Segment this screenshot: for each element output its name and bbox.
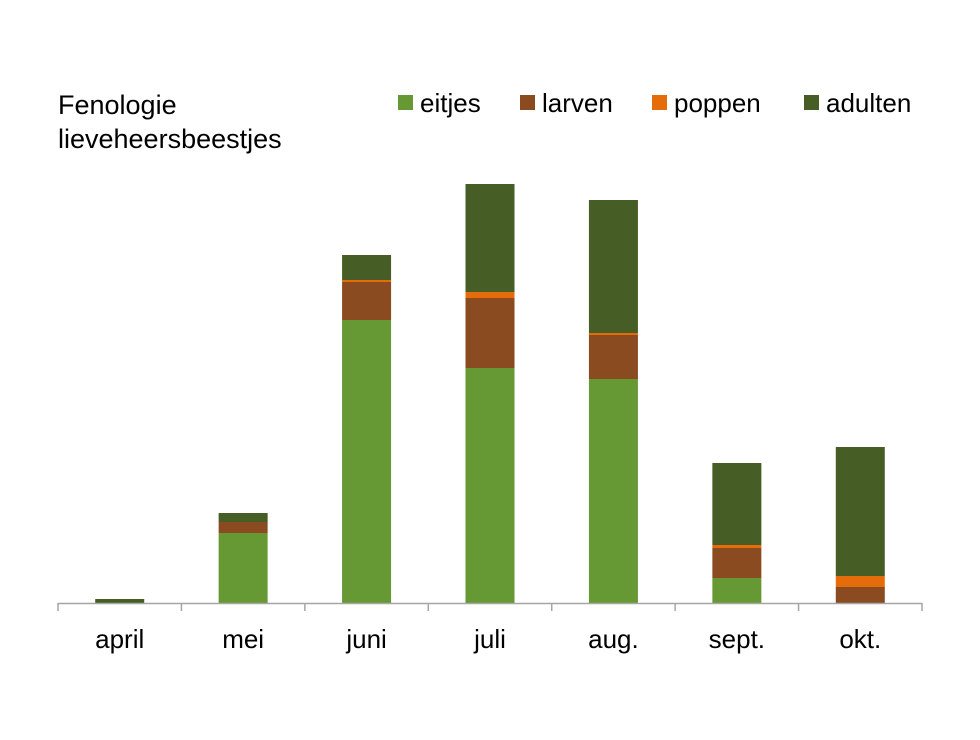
- bar-larven-3: [465, 298, 515, 368]
- bar-adulten-4: [588, 200, 638, 333]
- bar-poppen-3: [465, 292, 515, 298]
- x-tick-label: sept.: [709, 624, 765, 654]
- bar-adulten-3: [465, 184, 515, 292]
- bar-poppen-4: [588, 333, 638, 335]
- bar-eitjes-2: [342, 320, 392, 603]
- legend: eitjes larven poppen adulten: [398, 88, 911, 118]
- bars: [95, 184, 885, 603]
- bar-poppen-5: [712, 545, 762, 548]
- legend-label-poppen: poppen: [674, 88, 761, 118]
- legend-label-larven: larven: [542, 88, 613, 118]
- legend-swatch-adulten: [804, 95, 819, 110]
- bar-larven-1: [218, 522, 268, 533]
- bar-adulten-6: [835, 447, 885, 576]
- legend-label-eitjes: eitjes: [420, 88, 481, 118]
- legend-swatch-poppen: [652, 95, 667, 110]
- bar-adulten-5: [712, 463, 762, 545]
- bar-eitjes-3: [465, 368, 515, 603]
- legend-swatch-eitjes: [398, 95, 413, 110]
- bar-eitjes-5: [712, 578, 762, 603]
- x-tick-label: okt.: [839, 624, 881, 654]
- bar-adulten-1: [218, 513, 268, 522]
- bar-larven-5: [712, 548, 762, 578]
- bar-adulten-0: [95, 599, 145, 603]
- bar-larven-4: [588, 335, 638, 379]
- chart-title-line-1: Fenologie: [58, 90, 177, 120]
- x-tick-label: juli: [473, 624, 506, 654]
- bar-eitjes-1: [218, 533, 268, 603]
- x-tick-label: juni: [345, 624, 386, 654]
- bar-poppen-2: [342, 280, 392, 282]
- x-tick-label: april: [95, 624, 144, 654]
- chart-title-line-2: lieveheersbeestjes: [58, 124, 282, 154]
- bar-adulten-2: [342, 255, 392, 280]
- bar-larven-6: [835, 587, 885, 603]
- legend-label-adulten: adulten: [826, 88, 911, 118]
- x-tick-label: aug.: [588, 624, 639, 654]
- bar-eitjes-4: [588, 379, 638, 603]
- bar-poppen-6: [835, 576, 885, 587]
- x-axis: april mei juni juli aug. sept. okt.: [57, 602, 923, 654]
- legend-swatch-larven: [520, 95, 535, 110]
- x-tick-label: mei: [222, 624, 264, 654]
- bar-larven-2: [342, 282, 392, 320]
